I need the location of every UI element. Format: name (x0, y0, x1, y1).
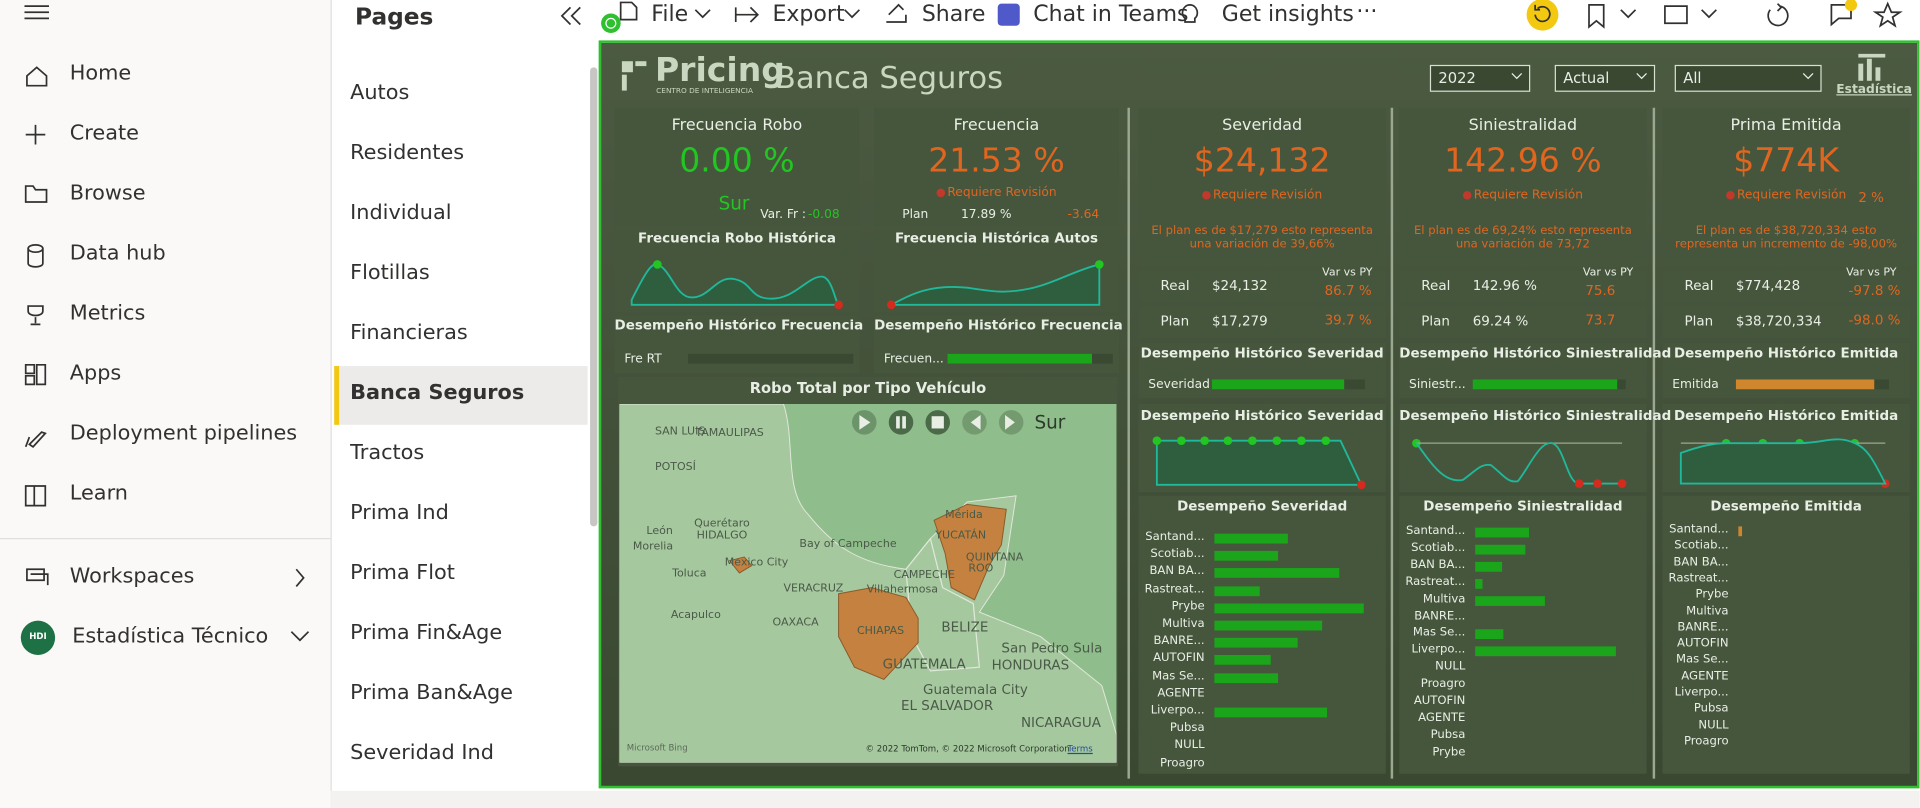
kpi-card (614, 107, 860, 227)
trend-card (874, 230, 1119, 313)
trend-card (1138, 403, 1386, 493)
kpi-card (1399, 107, 1647, 267)
trend-card (614, 230, 860, 313)
perf-card (1138, 495, 1386, 774)
hist-track (947, 353, 1113, 364)
left-nav (0, 0, 331, 808)
hist-track (1735, 379, 1889, 390)
real-row (1138, 270, 1386, 303)
kpi-card (874, 107, 1119, 227)
plan-row (1662, 306, 1910, 338)
hist-track (1472, 379, 1626, 390)
scrollbar (590, 67, 598, 527)
perf-card (1662, 495, 1910, 774)
active-page-bg (334, 366, 588, 425)
hist-card (1662, 342, 1910, 398)
hist-track (688, 353, 854, 364)
hist-card (1399, 342, 1647, 398)
kpi-card (1138, 107, 1386, 267)
hist-track (1211, 379, 1365, 390)
map (619, 403, 1117, 763)
real-row (1662, 270, 1910, 303)
hist-card (614, 315, 860, 374)
perf-card (1399, 495, 1647, 774)
status-bar (330, 790, 1920, 808)
trend-card (1399, 403, 1647, 493)
kpi-card (1662, 107, 1910, 267)
trend-card (1662, 403, 1910, 493)
plan-row (1138, 306, 1386, 338)
real-row (1399, 270, 1647, 303)
plan-row (1399, 306, 1647, 338)
hist-card (1138, 342, 1386, 398)
hist-card (874, 315, 1119, 374)
